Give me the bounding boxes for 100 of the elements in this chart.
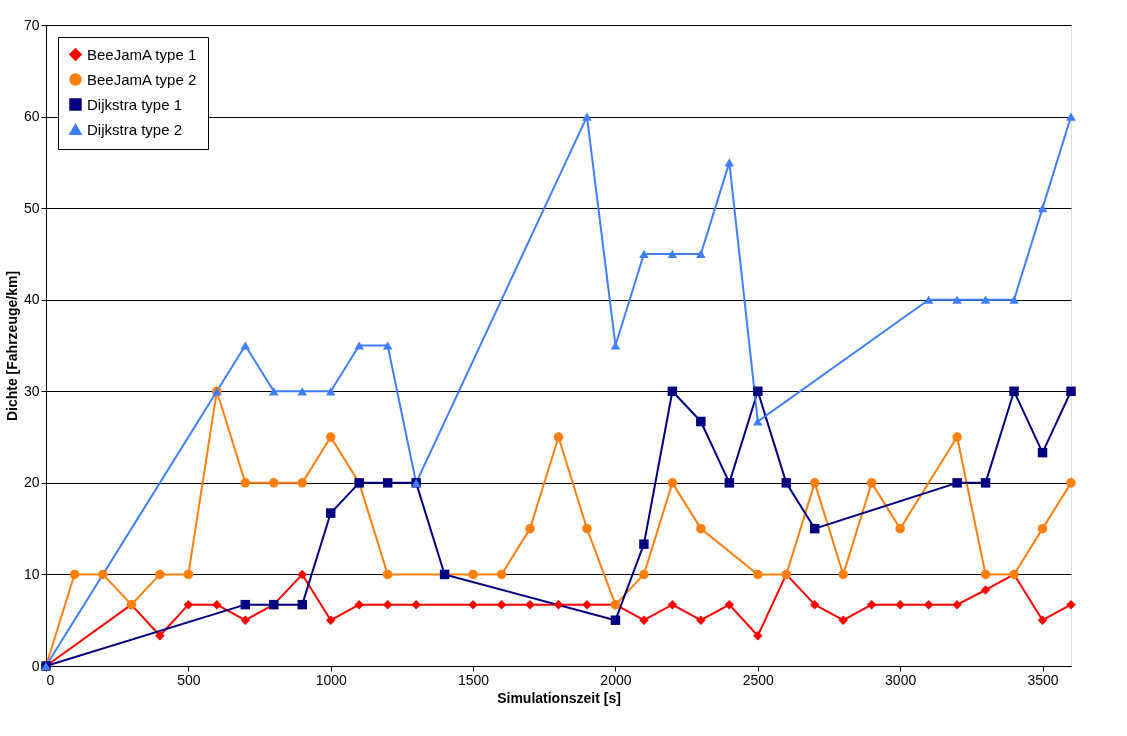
point [866,478,877,488]
point [98,569,108,580]
point [240,478,251,488]
point [1009,386,1019,397]
point [1037,615,1048,625]
point [582,599,592,610]
point [69,569,80,580]
point [382,599,393,610]
x-tick-label: 500 [177,671,201,688]
point [1066,478,1076,488]
point [382,341,393,350]
point [952,478,962,488]
point [667,599,678,610]
point [952,599,962,610]
point [724,158,735,167]
point [325,432,336,442]
point [895,599,905,610]
point [1066,599,1076,610]
point [1037,204,1048,213]
point [724,478,735,488]
point [810,478,820,488]
point [667,249,678,259]
y-tick-label: 20 [23,474,40,491]
point [753,386,763,397]
point [240,599,251,610]
x-tick-label: 0 [46,671,55,688]
point [582,112,592,121]
legend-label: Dijkstra type 1 [87,95,183,113]
y-tick-label: 40 [23,291,40,308]
legend-label: Dijkstra type 2 [87,120,183,138]
point [1009,295,1019,304]
point [269,478,279,488]
point [667,386,678,397]
point [297,569,307,580]
point [411,599,421,610]
point [183,569,194,580]
point [582,523,592,534]
y-tick-label: 70 [23,16,40,33]
point [753,631,763,641]
point [980,295,991,304]
point [639,249,649,259]
point [1037,447,1048,458]
point [696,249,706,259]
point [639,615,649,625]
point [866,599,877,610]
point [923,295,934,304]
point [980,478,991,488]
point [439,569,450,580]
point [212,599,222,610]
point [980,585,991,595]
point [240,341,251,350]
y-axis-title: Dichte [Fahrzeuge/km] [3,270,20,422]
point [838,569,848,580]
point [496,599,507,610]
point [297,478,307,488]
point [667,478,678,488]
point [183,599,194,610]
point [297,599,307,610]
point [1037,523,1048,534]
point [639,569,649,580]
x-tick-label: 1500 [458,671,490,688]
y-tick-label: 0 [31,657,40,674]
point [923,599,934,610]
point [553,432,564,442]
x-tick-label: 3500 [1027,671,1059,688]
point [325,387,336,396]
point [724,599,735,610]
x-tick-label: 2500 [742,671,775,688]
y-tick-label: 50 [23,199,40,216]
point [155,631,165,641]
point [382,478,393,488]
point [980,569,991,580]
legend-label: BeeJamA type 1 [87,45,197,63]
x-tick-label: 1000 [315,671,347,688]
point [525,523,535,534]
point [325,615,336,625]
point [952,432,962,442]
point [240,615,251,625]
point [696,615,706,625]
point [781,478,792,488]
point [696,416,706,427]
x-tick-label: 3000 [885,671,917,688]
point [382,569,393,580]
point [610,615,621,625]
point [553,599,564,610]
point [354,599,364,610]
point [325,508,336,518]
point [297,387,307,396]
point [639,539,649,549]
point [496,569,507,580]
point [696,523,706,534]
point [1066,386,1076,397]
x-axis-title: Simulationszeit [s] [497,689,621,706]
point [468,569,478,580]
point [269,387,279,396]
point [155,569,165,580]
point [952,295,962,304]
legend-label: BeeJamA type 2 [87,70,197,88]
point [895,523,905,534]
point [468,599,478,610]
